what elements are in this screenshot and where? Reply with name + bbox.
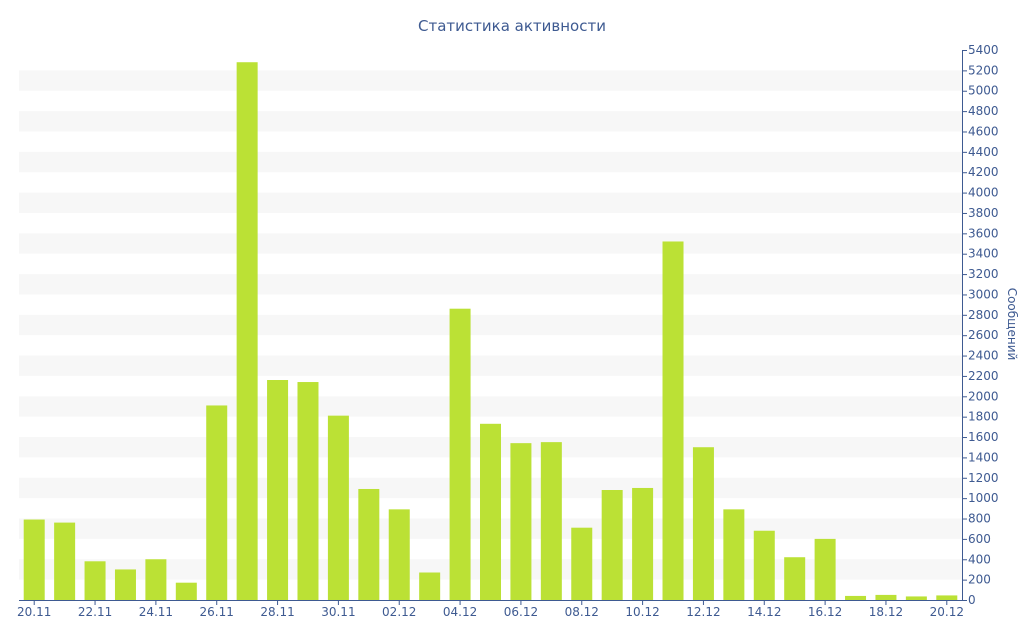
grid-band — [19, 233, 962, 254]
x-tick-label: 20.11 — [17, 605, 51, 619]
grid-band — [19, 70, 962, 91]
y-tick-label: 3200 — [968, 267, 999, 281]
y-tick-label: 1200 — [968, 471, 999, 485]
grid-band — [19, 355, 962, 376]
bar-13.12 — [723, 509, 745, 600]
y-tick-label: 4400 — [968, 145, 999, 159]
bar-19.12 — [905, 596, 927, 600]
bar-18.12 — [875, 594, 897, 600]
bar-14.12 — [753, 530, 775, 600]
bar-17.12 — [845, 595, 867, 600]
bar-11.12 — [662, 241, 684, 600]
y-tick-label: 3000 — [968, 287, 999, 301]
y-tick-label: 2800 — [968, 308, 999, 322]
bar-06.12 — [510, 443, 532, 600]
x-tick-label: 30.11 — [321, 605, 355, 619]
y-tick-label: 5400 — [968, 43, 999, 57]
bar-16.12 — [814, 538, 836, 600]
x-tick-label: 10.12 — [625, 605, 659, 619]
x-tick-label: 26.11 — [200, 605, 234, 619]
y-tick-label: 4800 — [968, 104, 999, 118]
bar-03.12 — [419, 572, 441, 600]
y-tick-label: 5000 — [968, 84, 999, 98]
y-tick-label: 1000 — [968, 491, 999, 505]
bar-07.12 — [540, 442, 562, 600]
x-tick-label: 06.12 — [504, 605, 538, 619]
y-tick-label: 3600 — [968, 226, 999, 240]
y-tick-label: 5200 — [968, 63, 999, 77]
bar-21.11 — [54, 522, 76, 600]
bar-22.11 — [84, 561, 106, 600]
y-ticks: 0 200 400 600 800 1000 1200 1400 1600 1800 2000 220… — [962, 43, 999, 607]
bar-09.12 — [601, 490, 623, 600]
x-tick-label: 18.12 — [869, 605, 903, 619]
bar-12.12 — [692, 447, 714, 600]
x-tick-label: 14.12 — [747, 605, 781, 619]
bar-08.12 — [571, 527, 593, 600]
y-tick-label: 400 — [968, 552, 991, 566]
x-tick-label: 04.12 — [443, 605, 477, 619]
y-tick-label: 1400 — [968, 450, 999, 464]
y-tick-label: 600 — [968, 532, 991, 546]
y-tick-label: 2000 — [968, 389, 999, 403]
y-tick-label: 2400 — [968, 349, 999, 363]
bar-10.12 — [632, 487, 654, 600]
bar-25.11 — [175, 582, 197, 600]
y-tick-label: 200 — [968, 573, 991, 587]
bar-20.12 — [936, 595, 958, 600]
bar-30.11 — [327, 415, 349, 600]
x-tick-label: 12.12 — [686, 605, 720, 619]
y-tick-label: 1600 — [968, 430, 999, 444]
bars — [23, 62, 958, 600]
x-tick-label: 08.12 — [565, 605, 599, 619]
bar-29.11 — [297, 382, 319, 600]
grid-band — [19, 274, 962, 295]
x-tick-label: 28.11 — [260, 605, 294, 619]
grid-band — [19, 111, 962, 132]
x-tick-label: 02.12 — [382, 605, 416, 619]
grid-band — [19, 314, 962, 336]
y-tick-label: 4200 — [968, 165, 999, 179]
bar-23.11 — [114, 569, 136, 600]
bar-01.12 — [358, 488, 380, 600]
y-axis-label: Сообщений — [1005, 288, 1019, 361]
x-tick-label: 24.11 — [139, 605, 173, 619]
y-tick-label: 800 — [968, 512, 991, 526]
grid-band — [19, 192, 962, 213]
x-tick-label: 16.12 — [808, 605, 842, 619]
chart-title: Статистика активности — [418, 17, 606, 35]
bar-26.11 — [206, 405, 228, 600]
y-tick-label: 3400 — [968, 247, 999, 261]
grid-band — [19, 151, 962, 173]
y-tick-label: 4600 — [968, 124, 999, 138]
bar-24.11 — [145, 559, 167, 600]
bar-02.12 — [388, 509, 410, 600]
y-tick-label: 2600 — [968, 328, 999, 342]
bar-27.11 — [236, 62, 258, 600]
grid-band — [19, 396, 962, 417]
y-tick-label: 2200 — [968, 369, 999, 383]
bar-28.11 — [267, 380, 289, 600]
x-tick-label: 22.11 — [78, 605, 112, 619]
y-tick-label: 1800 — [968, 410, 999, 424]
y-tick-label: 0 — [968, 593, 976, 607]
axes — [19, 50, 963, 601]
bar-04.12 — [449, 308, 471, 600]
bar-15.12 — [784, 557, 806, 600]
x-tick-label: 20.12 — [930, 605, 964, 619]
x-ticks: 20.11 22.11 24.11 26.11 28.11 30.11 02.12 04.12… — [17, 600, 964, 619]
bar-20.11 — [23, 519, 45, 600]
y-tick-label: 3800 — [968, 206, 999, 220]
bar-05.12 — [480, 423, 501, 600]
y-tick-label: 4000 — [968, 186, 999, 200]
